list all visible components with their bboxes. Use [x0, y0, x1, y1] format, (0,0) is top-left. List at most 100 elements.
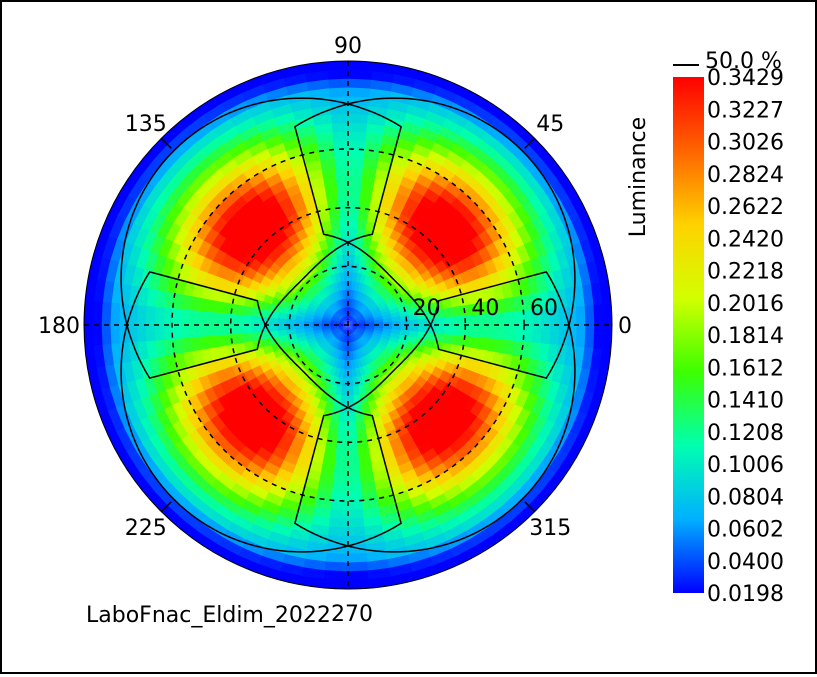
heatmap-cell — [360, 166, 377, 178]
heatmap-cell — [461, 117, 486, 139]
heatmap-cell — [365, 286, 374, 297]
heatmap-cell — [385, 280, 396, 292]
heatmap-cell — [286, 313, 297, 321]
heatmap-cell — [180, 193, 201, 216]
heatmap-cell — [537, 416, 557, 442]
heatmap-cell — [538, 395, 556, 420]
heatmap-cell — [300, 280, 311, 292]
heatmap-cell — [230, 482, 253, 502]
heatmap-cell — [409, 318, 419, 326]
heatmap-cell — [371, 176, 388, 190]
heatmap-cell — [140, 230, 158, 255]
heatmap-cell — [370, 452, 386, 465]
heatmap-cell — [199, 525, 227, 548]
heatmap-cell — [412, 68, 441, 86]
heatmap-cell — [510, 121, 537, 146]
heatmap-cell — [363, 330, 374, 337]
heatmap-cell — [351, 308, 358, 318]
heatmap-cell — [364, 297, 374, 307]
heatmap-cell — [370, 290, 380, 301]
heatmap-cell — [348, 325, 356, 332]
heatmap-cell — [362, 333, 372, 341]
heatmap-cell — [367, 70, 395, 83]
heatmap-cell — [374, 368, 384, 380]
heatmap-cell — [194, 362, 208, 381]
heatmap-cell — [145, 340, 158, 362]
heatmap-cell — [424, 100, 451, 119]
heatmap-cell — [348, 325, 355, 333]
heatmap-cell — [460, 334, 472, 348]
heatmap-cell — [479, 311, 490, 326]
heatmap-cell — [242, 305, 253, 318]
heatmap-cell — [322, 454, 338, 466]
colorbar-tick-label: 0.1410 — [707, 389, 784, 414]
heatmap-cell — [515, 405, 533, 428]
heatmap-cell — [345, 325, 348, 335]
heatmap-cell — [370, 306, 381, 314]
heatmap-cell — [325, 307, 335, 315]
heatmap-cell — [381, 313, 392, 320]
heatmap-cell — [318, 340, 328, 349]
heatmap-cell — [360, 480, 379, 493]
heatmap-cell — [493, 141, 518, 165]
heatmap-cell — [487, 512, 514, 536]
heatmap-cell — [348, 318, 356, 325]
heatmap-cell — [297, 339, 309, 348]
heatmap-cell — [401, 523, 425, 539]
heatmap-cell — [363, 515, 385, 528]
heatmap-cell — [504, 367, 519, 387]
heatmap-cell — [312, 506, 334, 519]
heatmap-cell — [376, 342, 387, 351]
heatmap-cell — [522, 389, 540, 413]
heatmap-cell — [483, 375, 498, 394]
heatmap-cell — [261, 86, 289, 103]
heatmap-cell — [346, 325, 348, 335]
heatmap-cell — [343, 271, 349, 282]
heatmap-cell — [554, 222, 573, 249]
heatmap-cell — [241, 315, 252, 326]
heatmap-cell — [575, 323, 587, 348]
heatmap-cell — [347, 218, 358, 229]
heatmap-cell — [460, 302, 472, 316]
heatmap-cell — [84, 323, 94, 350]
heatmap-cell — [364, 343, 374, 353]
heatmap-cell — [343, 307, 347, 317]
heatmap-cell — [125, 176, 148, 204]
heatmap-cell — [313, 358, 323, 369]
heatmap-cell — [328, 122, 350, 133]
heatmap-cell — [372, 331, 383, 338]
heatmap-cell — [215, 312, 226, 326]
heatmap-cell — [514, 149, 539, 174]
heatmap-cell — [585, 366, 601, 393]
heatmap-cell — [488, 362, 502, 381]
heatmap-cell — [528, 164, 552, 191]
heatmap-cell — [117, 171, 140, 199]
heatmap-cell — [316, 370, 326, 382]
heatmap-cell — [331, 491, 350, 502]
heatmap-cell — [359, 283, 368, 294]
heatmap-cell — [121, 264, 136, 289]
heatmap-cell — [178, 485, 203, 509]
heatmap-cell — [346, 86, 371, 98]
heatmap-cell — [130, 469, 154, 497]
heatmap-cell — [268, 150, 289, 166]
heatmap-cell — [109, 323, 121, 348]
heatmap-cell — [160, 371, 175, 393]
heatmap-cell — [150, 142, 175, 168]
heatmap-cell — [199, 348, 213, 365]
heatmap-cell — [268, 531, 293, 547]
heatmap-cell — [448, 490, 471, 510]
heatmap-cell — [529, 373, 545, 396]
heatmap-cell — [453, 314, 463, 326]
heatmap-cell — [434, 163, 456, 182]
heatmap-cell — [163, 222, 181, 245]
contour-legend-label: 50.0 % — [705, 49, 782, 74]
heatmap-cell — [401, 166, 420, 182]
heatmap-cell — [325, 284, 334, 295]
heatmap-cell — [333, 166, 350, 177]
heatmap-cell — [93, 344, 106, 372]
heatmap-cell — [496, 459, 518, 483]
heatmap-cell — [538, 340, 551, 362]
heatmap-cell — [418, 317, 428, 326]
heatmap-cell — [368, 301, 378, 310]
